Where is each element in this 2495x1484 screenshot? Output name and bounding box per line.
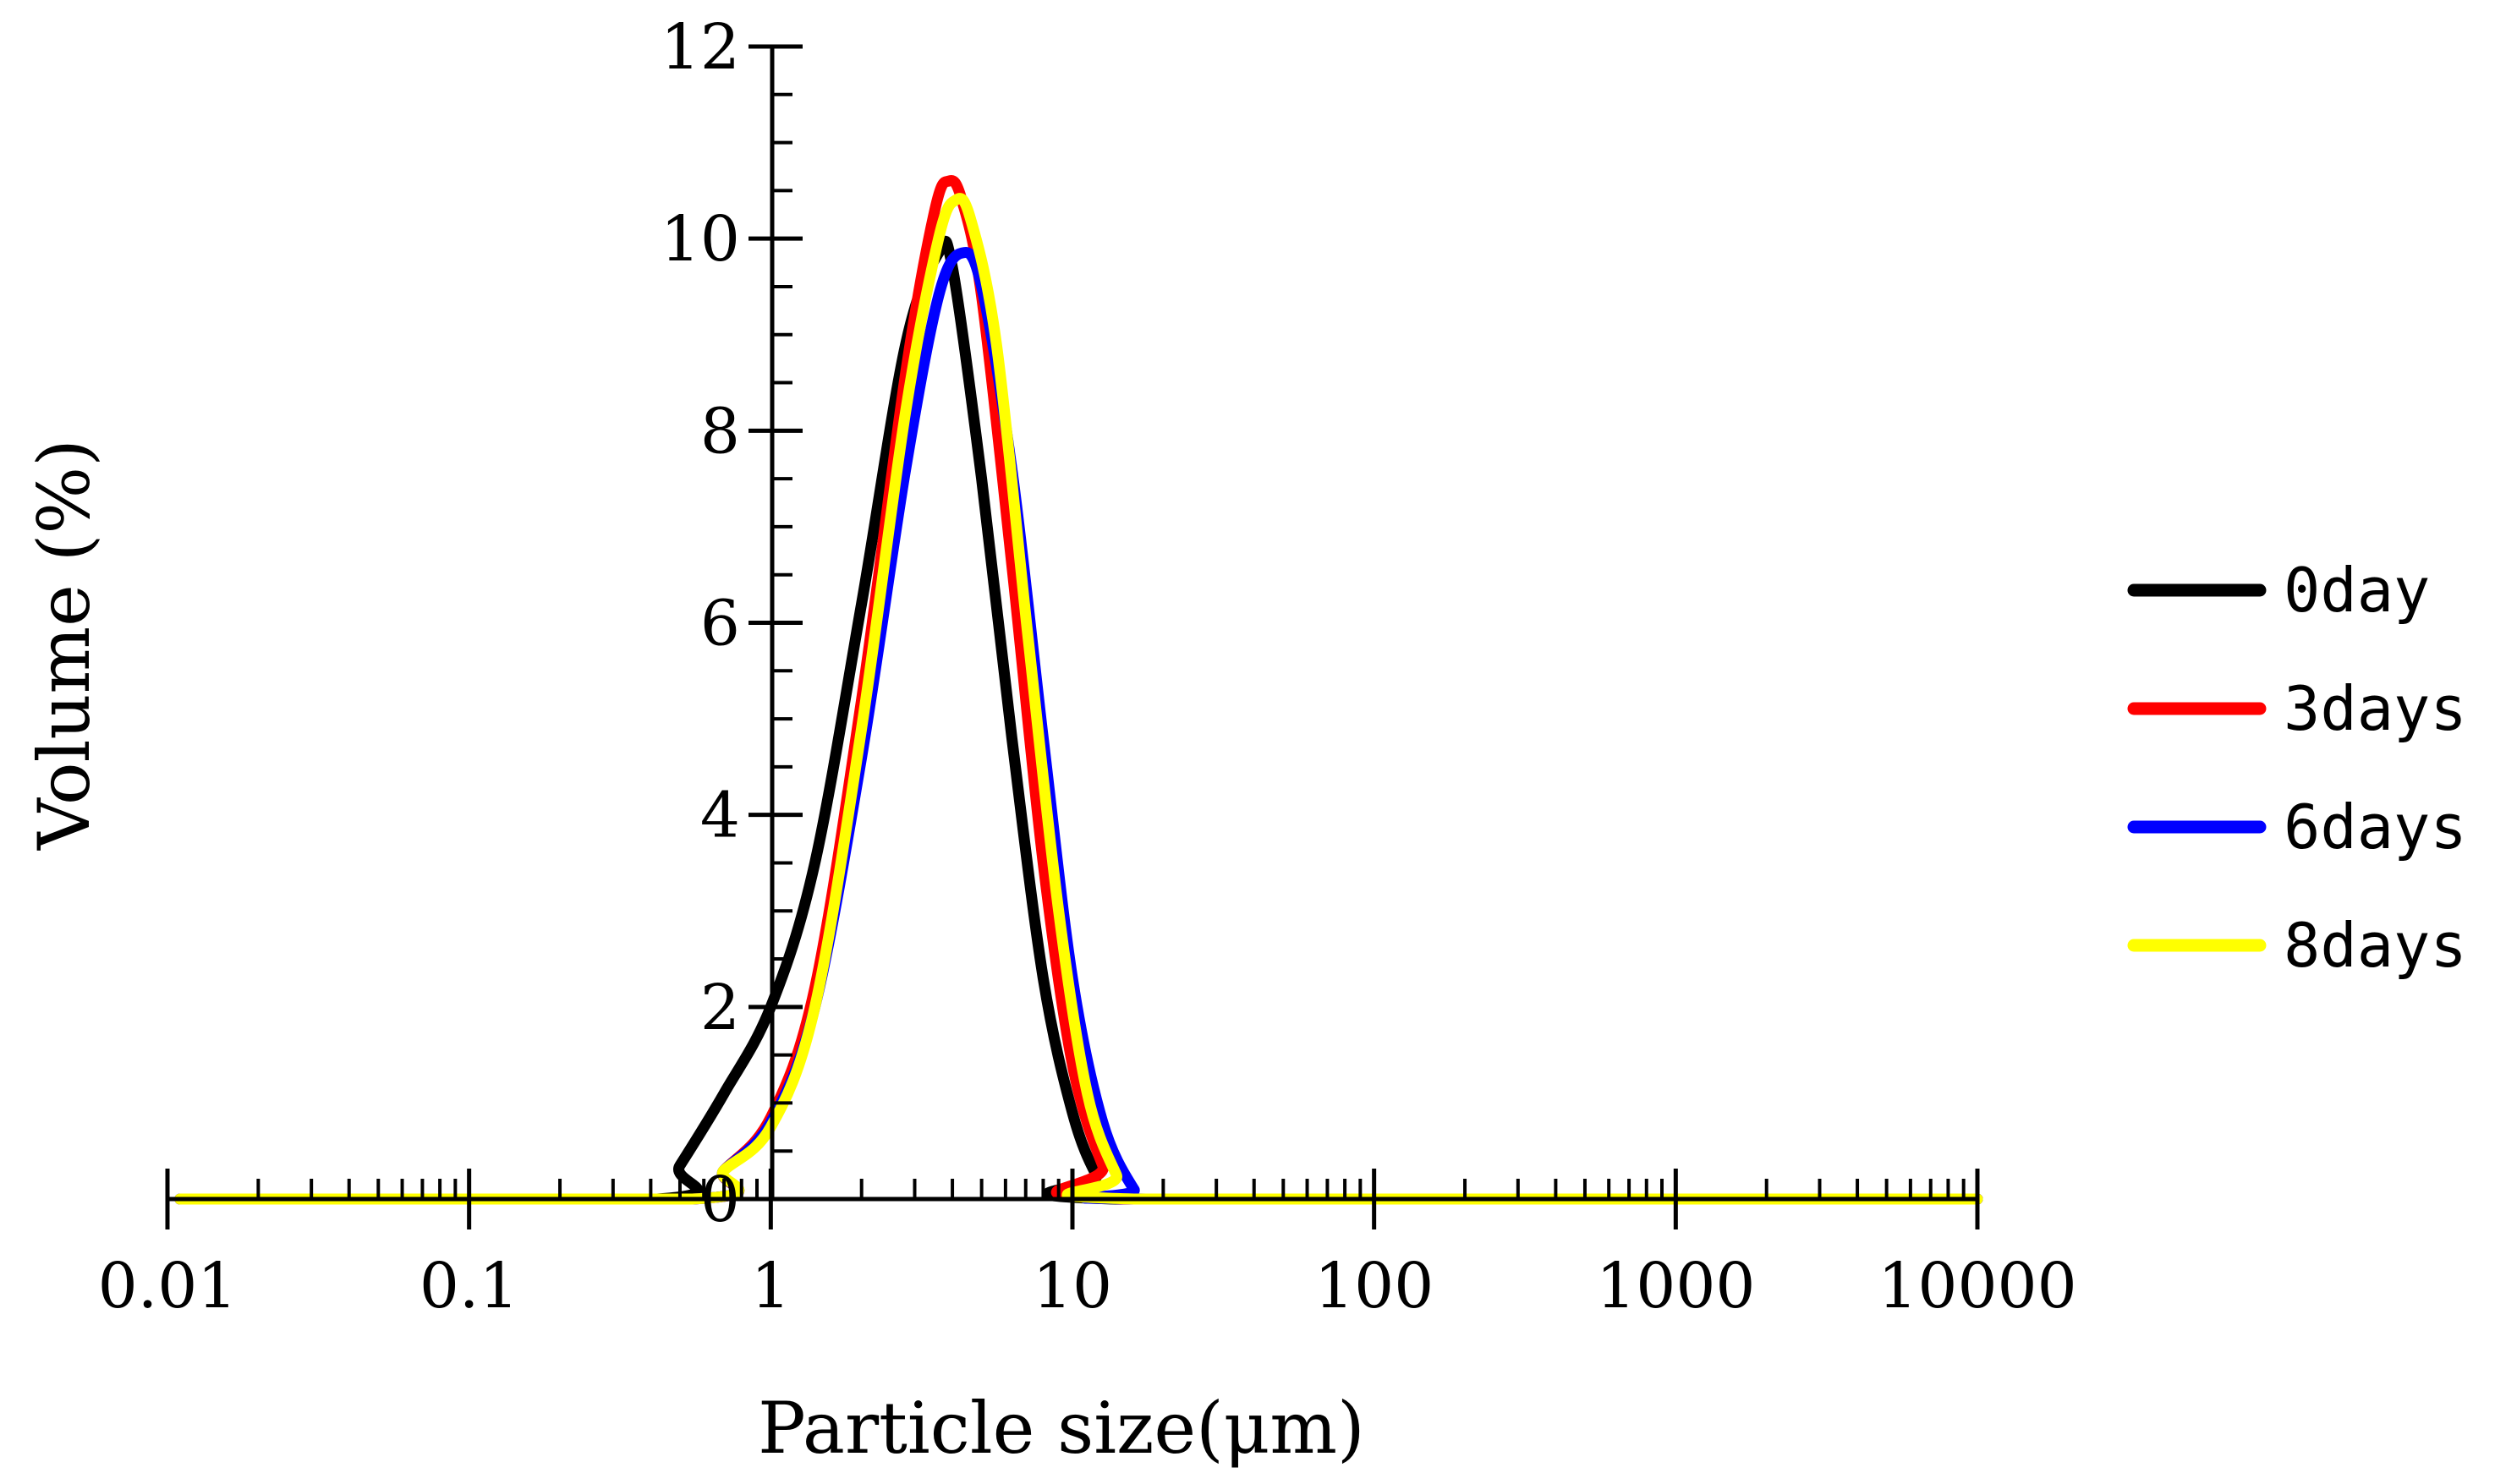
series-line-8days — [174, 193, 1983, 1205]
x-tick-label: 0.01 — [98, 1250, 238, 1322]
y-tick-label: 10 — [661, 203, 740, 276]
y-tick-label: 8 — [700, 395, 740, 468]
y-axis: 0 2 4 6 8 10 12 — [661, 11, 803, 1236]
legend: 0day 3days 6days 8days — [2127, 555, 2467, 981]
legend-label-3days: 3days — [2284, 673, 2467, 744]
y-tick-label: 4 — [700, 780, 740, 852]
legend-label-0day: 0day — [2284, 555, 2430, 626]
x-tick-label: 0.1 — [419, 1250, 519, 1322]
plot-clip-area — [174, 175, 1983, 1205]
x-tick-label: 100 — [1314, 1250, 1434, 1322]
y-tick-label: 12 — [661, 11, 740, 84]
legend-label-6days: 6days — [2284, 791, 2467, 862]
legend-label-8days: 8days — [2284, 910, 2467, 981]
y-tick-label: 6 — [700, 588, 740, 660]
x-tick-label: 10000 — [1878, 1250, 2076, 1322]
x-tick-label: 1000 — [1596, 1250, 1755, 1322]
y-axis-title: Volume (%) — [23, 439, 106, 851]
x-tick-label: 1 — [751, 1250, 791, 1322]
y-tick-label: 0 — [700, 1164, 740, 1236]
x-axis-title: Particle size(μm) — [758, 1387, 1365, 1470]
y-tick-label: 2 — [700, 972, 740, 1044]
x-tick-label: 10 — [1033, 1250, 1112, 1322]
